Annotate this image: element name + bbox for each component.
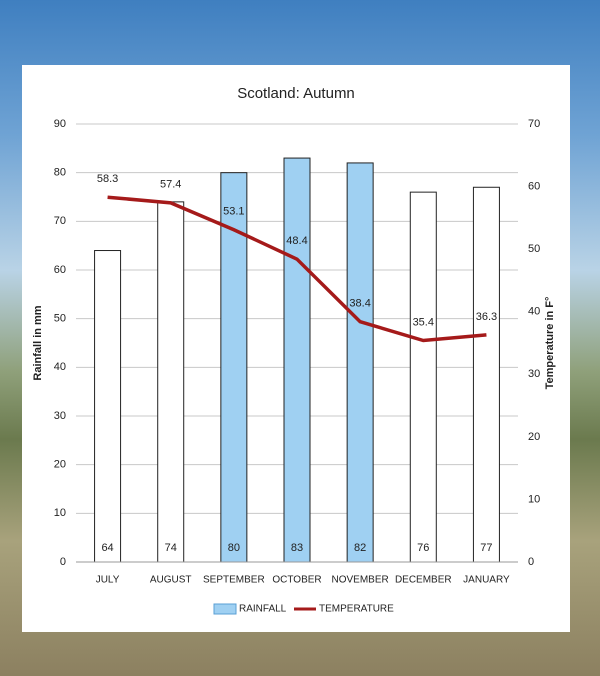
- data-label: 64: [101, 542, 113, 554]
- line: [107, 195, 487, 343]
- y2-tick-label: 10: [528, 493, 540, 505]
- bar: [94, 250, 122, 563]
- bar: [346, 162, 374, 563]
- y-tick-label: 30: [54, 410, 66, 422]
- y-tick-label: 60: [54, 264, 66, 276]
- x-tick-label: JULY: [96, 575, 120, 586]
- legend-label: TEMPERATURE: [319, 604, 394, 615]
- y-tick-label: 70: [54, 215, 66, 227]
- y-tick-label: 10: [54, 507, 66, 519]
- data-label: 82: [354, 542, 366, 554]
- x-tick-label: OCTOBER: [272, 575, 321, 586]
- data-label: 57.4: [160, 179, 181, 191]
- data-label: 58.3: [97, 173, 118, 185]
- y-axis-label: Rainfall in mm: [32, 305, 44, 380]
- bar: [157, 201, 185, 563]
- legend-label: RAINFALL: [239, 604, 287, 615]
- bar: [283, 157, 311, 563]
- y-tick-label: 40: [54, 361, 66, 373]
- x-tick-label: AUGUST: [150, 575, 192, 586]
- data-label: 80: [228, 542, 240, 554]
- y-tick-label: 20: [54, 459, 66, 471]
- y2-tick-label: 50: [528, 243, 540, 255]
- y2-tick-label: 30: [528, 368, 540, 380]
- x-tick-label: SEPTEMBER: [203, 575, 265, 586]
- data-label: 77: [480, 542, 492, 554]
- x-tick-label: NOVEMBER: [332, 575, 389, 586]
- data-label: 83: [291, 542, 303, 554]
- y-tick-label: 50: [54, 313, 66, 325]
- y2-tick-label: 0: [528, 556, 534, 568]
- data-label: 38.4: [349, 298, 370, 310]
- data-label: 76: [417, 542, 429, 554]
- y-tick-label: 80: [54, 167, 66, 179]
- data-label: 35.4: [413, 316, 434, 328]
- x-tick-label: DECEMBER: [395, 575, 452, 586]
- y2-tick-label: 20: [528, 431, 540, 443]
- bar: [472, 186, 500, 563]
- x-tick-label: JANUARY: [463, 575, 510, 586]
- y-tick-label: 0: [60, 556, 66, 568]
- data-label: 48.4: [286, 235, 307, 247]
- y2-tick-label: 70: [528, 118, 540, 130]
- data-label: 74: [165, 542, 177, 554]
- data-label: 53.1: [223, 206, 244, 218]
- y-tick-label: 90: [54, 118, 66, 130]
- y2-axis-label: Temperature in F°: [544, 297, 556, 390]
- bar: [409, 191, 437, 563]
- y2-tick-label: 40: [528, 306, 540, 318]
- legend-swatch: [213, 603, 237, 615]
- chart-title: Scotland: Autumn: [237, 85, 355, 102]
- data-label: 36.3: [476, 311, 497, 323]
- y2-tick-label: 60: [528, 180, 540, 192]
